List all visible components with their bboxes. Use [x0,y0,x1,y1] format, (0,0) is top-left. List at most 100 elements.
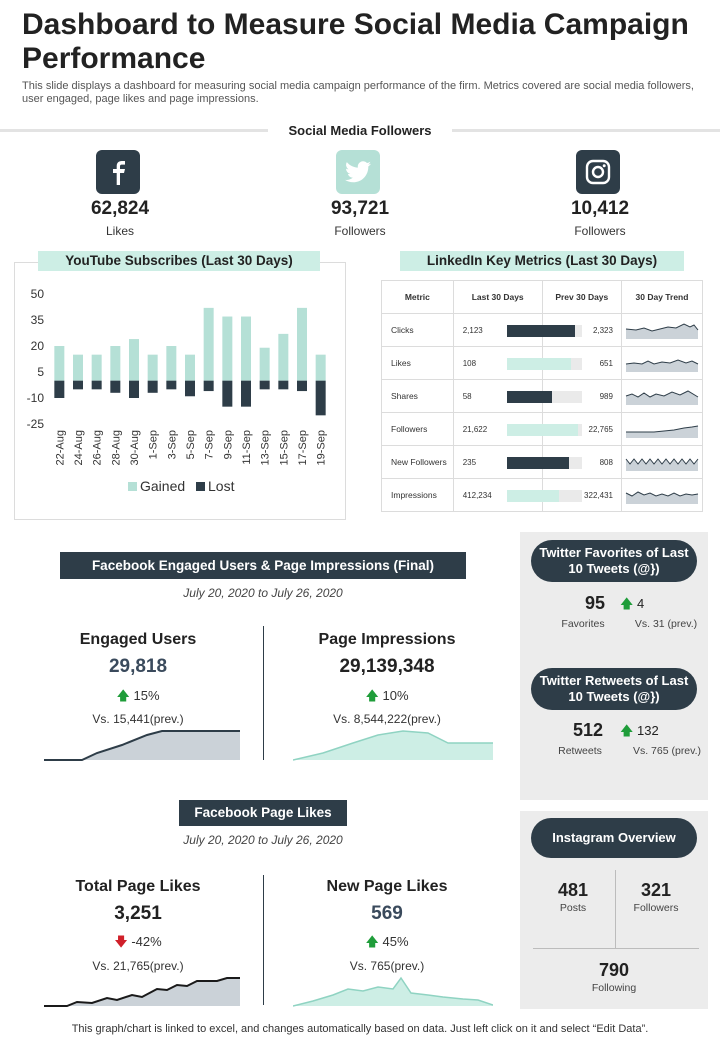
page-title: Dashboard to Measure Social Media Campai… [22,8,689,75]
bar-lost [147,380,158,393]
bar-gained [166,346,177,381]
bar-gained [91,354,102,381]
y-tick-label: -10 [27,391,45,405]
row-bar-track [506,490,582,502]
bar-lost [110,380,121,393]
row-bar-track [506,424,582,436]
total-page-likes-value: 3,251 [114,903,162,924]
footer-note: This graph/chart is linked to excel, and… [71,1023,649,1035]
fb-engaged-banner: Facebook Engaged Users & Page Impression… [60,552,466,579]
page-impressions-prev: Vs. 8,544,222(prev.) [333,712,441,726]
x-tick-label: 15-Sep [278,430,290,465]
bar-lost [315,380,326,416]
x-tick-label: 7-Sep [204,430,216,459]
x-tick-label: 22-Aug [54,430,66,465]
arrow-up-icon: 🡅 [116,688,130,703]
row-trend [620,478,704,512]
bar-gained [241,316,251,381]
row-bar [506,490,560,502]
linkedin-metrics-table: Metric Last 30 Days Prev 30 Days 30 Day … [381,280,704,512]
twitter-favorites-prev: Vs. 31 (prev.) [634,618,698,630]
instagram-posts-label: Posts [559,902,587,914]
engaged-users-sparkline [44,730,240,761]
facebook-likes-value: 62,824 [90,198,150,219]
row-bar [506,325,575,337]
kpi-divider [263,626,264,760]
bar-lost [222,380,233,407]
arrow-up-icon: 🡅 [365,688,379,703]
bar-lost [166,380,177,390]
y-tick-label: 50 [31,287,45,301]
twitter-favorites-label: Favorites [561,618,605,630]
legend-swatch-gained [128,482,137,491]
row-last-value: 235 [462,458,477,467]
bar-lost [297,380,307,392]
row-bar [506,391,552,403]
facebook-likes-label: Likes [105,224,134,238]
bar-lost [54,380,65,398]
table-row: Impressions 412,234 322,431 [381,478,704,512]
trend-sparkline [625,458,699,471]
twitter-favorites-title: Twitter Favorites of Last 10 Tweets (@}) [531,540,697,582]
twitter-retweets-prev: Vs. 765 (prev.) [632,745,702,757]
row-metric: Clicks [381,313,454,347]
bar-lost [241,380,251,407]
y-tick-label: 20 [31,339,45,353]
x-tick-label: 5-Sep [185,430,197,459]
bar-gained [222,316,233,381]
y-tick-label: 35 [31,313,45,327]
fb-engaged-date: July 20, 2020 to July 26, 2020 [183,586,343,600]
bar-lost [278,380,289,390]
engaged-users-prev: Vs. 15,441(prev.) [92,712,184,726]
legend-label-gained: Gained [140,478,185,494]
linkedin-title: LinkedIn Key Metrics (Last 30 Days) [400,251,684,271]
col-prev-30: Prev 30 Days [541,280,622,314]
row-trend [620,379,704,413]
row-last-value: 58 [462,392,472,401]
trend-sparkline [625,425,699,438]
x-tick-label: 11-Sep [241,430,253,465]
row-last: 21,622 [452,412,582,446]
y-tick-label: 5 [37,365,44,379]
row-trend [620,412,704,446]
trend-sparkline [625,359,699,372]
twitter-retweets-label: Retweets [558,745,602,757]
trend-sparkline [625,323,699,339]
x-tick-label: 13-Sep [260,430,272,465]
bar-gained [259,347,270,381]
row-last-value: 412,234 [462,491,492,500]
bar-gained [129,339,139,381]
twitter-retweets-title: Twitter Retweets of Last 10 Tweets (@}) [531,668,697,710]
bar-lost [203,380,214,392]
row-metric: Shares [381,379,454,413]
twitter-retweets-change: 🡅 132 [620,722,659,744]
legend-swatch-lost [196,482,205,491]
row-bar-track [506,325,582,337]
arrow-up-icon: 🡅 [365,934,379,949]
instagram-posts-value: 481 [557,880,589,900]
engaged-users-value: 29,818 [108,656,168,677]
instagram-followers-count: 321 [640,880,672,900]
col-metric: Metric [381,280,454,314]
arrow-up-icon: 🡅 [620,596,634,611]
row-last-value: 108 [462,359,477,368]
row-last: 412,234 [452,478,582,512]
row-bar-track [506,358,582,370]
twitter-retweets-value: 512 [572,720,604,740]
new-page-likes-change: 🡅 45% [287,933,487,955]
engaged-users-change: 🡅 15% [38,687,238,709]
bar-lost [129,380,139,398]
x-tick-label: 17-Sep [297,430,309,465]
table-row: New Followers 235 808 [381,445,704,479]
col-trend: 30 Day Trend [620,280,704,314]
bar-lost [185,380,195,397]
x-tick-label: 19-Sep [316,430,328,465]
table-row: Clicks 2,123 2,323 [381,313,704,347]
bar-gained [110,346,121,381]
kpi-divider [263,875,264,1005]
row-metric: Likes [381,346,454,380]
total-page-likes-prev: Vs. 21,765(prev.) [92,959,184,973]
section-label-followers: Social Media Followers [268,122,452,140]
row-last-value: 21,622 [462,425,488,434]
row-metric: New Followers [381,445,454,479]
